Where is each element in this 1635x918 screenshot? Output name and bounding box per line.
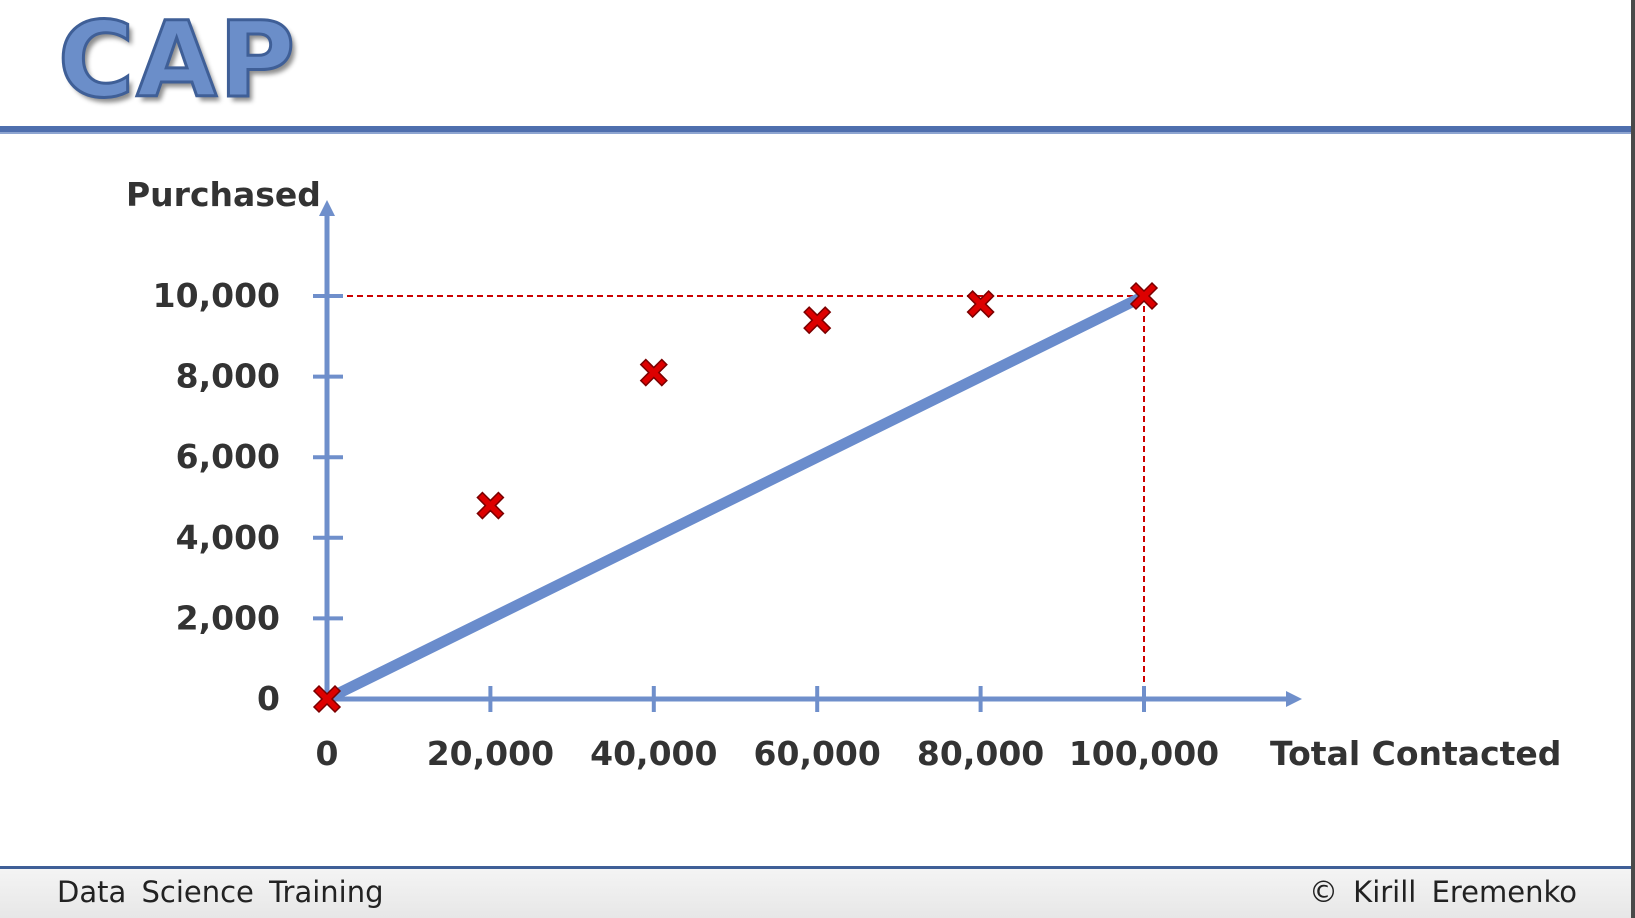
x-axis-label: Total Contacted (1270, 734, 1561, 773)
x-tick-label: 100,000 (1069, 734, 1219, 773)
x-tick-label: 0 (316, 734, 339, 773)
data-point-marker (803, 306, 831, 334)
title-divider (0, 126, 1635, 134)
y-axis-arrow (319, 200, 335, 216)
y-tick-label: 6,000 (176, 437, 280, 476)
y-axis-label: Purchased (126, 175, 321, 214)
right-edge (1631, 0, 1635, 918)
x-axis-arrow (1286, 691, 1302, 707)
baseline-line (321, 290, 1150, 705)
x-tick-label: 40,000 (590, 734, 717, 773)
y-tick-label: 10,000 (153, 276, 280, 315)
footer-bar: Data Science Training © Kirill Eremenko (0, 866, 1635, 918)
y-tick-label: 4,000 (176, 518, 280, 557)
slide-title: CAP (56, 0, 298, 121)
y-tick-label: 8,000 (176, 357, 280, 396)
y-tick-label: 2,000 (176, 598, 280, 637)
footer-copyright: © Kirill Eremenko (1308, 875, 1577, 909)
x-tick-label: 20,000 (427, 734, 554, 773)
data-point-marker (966, 290, 995, 318)
y-tick-label: 0 (257, 679, 280, 718)
data-point-marker (476, 491, 505, 520)
footer-brand: Data Science Training (57, 875, 384, 909)
data-point-marker (640, 358, 668, 387)
x-tick-label: 60,000 (754, 734, 881, 773)
x-tick-label: 80,000 (917, 734, 1044, 773)
